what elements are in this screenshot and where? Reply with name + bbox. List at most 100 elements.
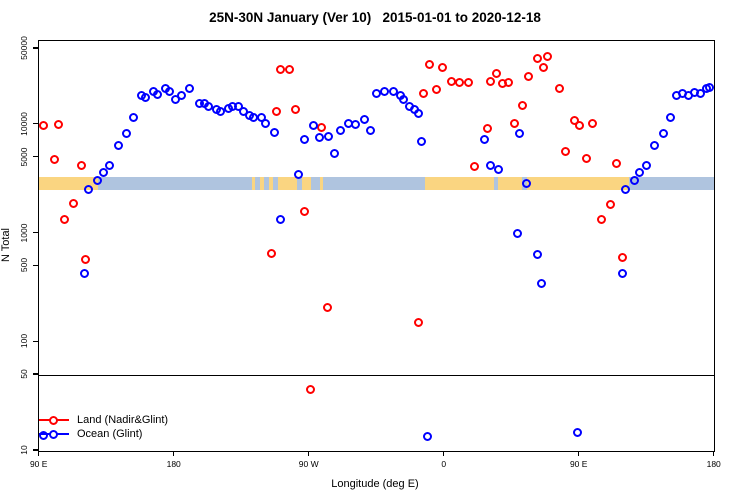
x-axis-label: Longitude (deg E) bbox=[331, 478, 419, 490]
data-point-land bbox=[517, 100, 527, 110]
x-tick-label: 90 E bbox=[569, 459, 588, 469]
data-point-land bbox=[424, 59, 434, 69]
data-point-land bbox=[54, 120, 63, 130]
data-point-ocean bbox=[105, 161, 114, 171]
y-tick bbox=[33, 232, 38, 234]
data-point-ocean bbox=[360, 114, 369, 124]
data-point-land bbox=[69, 198, 78, 208]
data-point-land bbox=[267, 249, 276, 259]
y-tick bbox=[33, 156, 38, 158]
data-point-land bbox=[438, 62, 447, 72]
legend-item-land: Land (Nadir&Glint) bbox=[39, 413, 168, 427]
land-series-marker-icon bbox=[39, 415, 69, 425]
data-point-ocean bbox=[642, 161, 651, 171]
data-point-land bbox=[606, 199, 615, 209]
data-point-ocean bbox=[238, 106, 248, 116]
surface-band-segment-land bbox=[277, 177, 297, 191]
data-point-ocean bbox=[379, 86, 389, 96]
data-point-land bbox=[486, 76, 495, 86]
data-point-land bbox=[561, 146, 570, 156]
data-point-land bbox=[588, 119, 597, 129]
data-point-ocean bbox=[315, 133, 324, 143]
y-tick bbox=[33, 123, 38, 125]
x-tick-label: 180 bbox=[706, 459, 721, 469]
data-point-land bbox=[81, 254, 90, 264]
data-point-land bbox=[39, 121, 48, 131]
data-point-land bbox=[432, 85, 441, 95]
data-point-land bbox=[543, 51, 552, 61]
data-point-ocean bbox=[324, 131, 333, 141]
surface-band-segment-ocean bbox=[297, 177, 302, 191]
data-point-land bbox=[291, 104, 300, 114]
surface-band-segment-land bbox=[252, 177, 255, 191]
data-point-ocean bbox=[634, 168, 644, 178]
surface-band-segment-ocean bbox=[628, 177, 714, 191]
y-tick-label: 10 bbox=[19, 445, 29, 455]
data-point-ocean bbox=[388, 86, 398, 96]
data-point-ocean bbox=[514, 129, 524, 139]
data-point-ocean bbox=[114, 141, 123, 151]
data-point-ocean bbox=[417, 136, 426, 146]
data-point-ocean bbox=[399, 94, 408, 104]
data-point-ocean bbox=[84, 185, 93, 195]
y-tick bbox=[33, 449, 38, 451]
y-tick-label: 50000 bbox=[19, 36, 29, 60]
surface-band-segment-ocean bbox=[310, 177, 320, 191]
data-point-ocean bbox=[276, 214, 285, 224]
data-point-land bbox=[492, 69, 501, 79]
data-point-land bbox=[597, 214, 606, 224]
y-axis-label: N Total bbox=[0, 227, 12, 263]
surface-band-segment-ocean bbox=[255, 177, 260, 191]
data-point-ocean bbox=[141, 93, 150, 103]
data-point-land bbox=[285, 64, 294, 74]
data-point-land bbox=[510, 118, 519, 128]
y-tick-label: 10000 bbox=[19, 112, 29, 136]
data-point-land bbox=[271, 106, 281, 116]
data-point-land bbox=[306, 384, 315, 394]
data-point-ocean bbox=[573, 428, 582, 438]
x-tick bbox=[443, 451, 445, 457]
data-point-ocean bbox=[696, 88, 705, 98]
data-point-land bbox=[555, 84, 564, 94]
x-tick-label: 90 E bbox=[29, 459, 48, 469]
surface-band-segment-land bbox=[301, 177, 311, 191]
data-point-ocean bbox=[300, 134, 309, 144]
data-point-ocean bbox=[121, 129, 131, 139]
data-point-ocean bbox=[129, 113, 138, 123]
y-tick bbox=[33, 340, 38, 342]
data-point-ocean bbox=[93, 176, 102, 186]
y-tick bbox=[33, 47, 38, 49]
data-point-ocean bbox=[165, 86, 174, 96]
data-point-ocean bbox=[493, 164, 503, 174]
data-point-ocean bbox=[336, 126, 345, 136]
data-point-land bbox=[414, 318, 423, 328]
surface-band-segment-land bbox=[319, 177, 323, 191]
legend-label-ocean: Ocean (Glint) bbox=[77, 428, 143, 440]
data-point-land bbox=[463, 78, 473, 88]
surface-band-segment-land bbox=[259, 177, 264, 191]
data-point-ocean bbox=[658, 128, 668, 138]
data-point-land bbox=[49, 154, 59, 164]
data-point-land bbox=[454, 78, 464, 88]
y-tick-label: 100 bbox=[19, 334, 29, 349]
x-tick-label: 180 bbox=[166, 459, 181, 469]
x-tick-label: 90 W bbox=[298, 459, 319, 469]
data-point-land bbox=[574, 121, 584, 131]
data-point-ocean bbox=[330, 148, 339, 158]
x-tick bbox=[713, 451, 715, 457]
data-point-land bbox=[418, 88, 428, 98]
data-point-ocean bbox=[270, 127, 279, 137]
x-tick bbox=[578, 451, 580, 457]
data-point-ocean bbox=[261, 118, 270, 128]
surface-band-segment-land bbox=[526, 177, 629, 191]
y-tick bbox=[33, 264, 38, 266]
ocean-series-marker-icon bbox=[39, 429, 69, 439]
y-tick bbox=[33, 373, 38, 375]
data-point-ocean bbox=[79, 269, 89, 279]
data-point-ocean bbox=[630, 176, 639, 186]
data-point-ocean bbox=[532, 249, 542, 259]
surface-band-segment-ocean bbox=[264, 177, 269, 191]
data-point-land bbox=[316, 123, 326, 133]
surface-band-segment-land bbox=[424, 177, 494, 191]
data-point-ocean bbox=[666, 112, 675, 122]
